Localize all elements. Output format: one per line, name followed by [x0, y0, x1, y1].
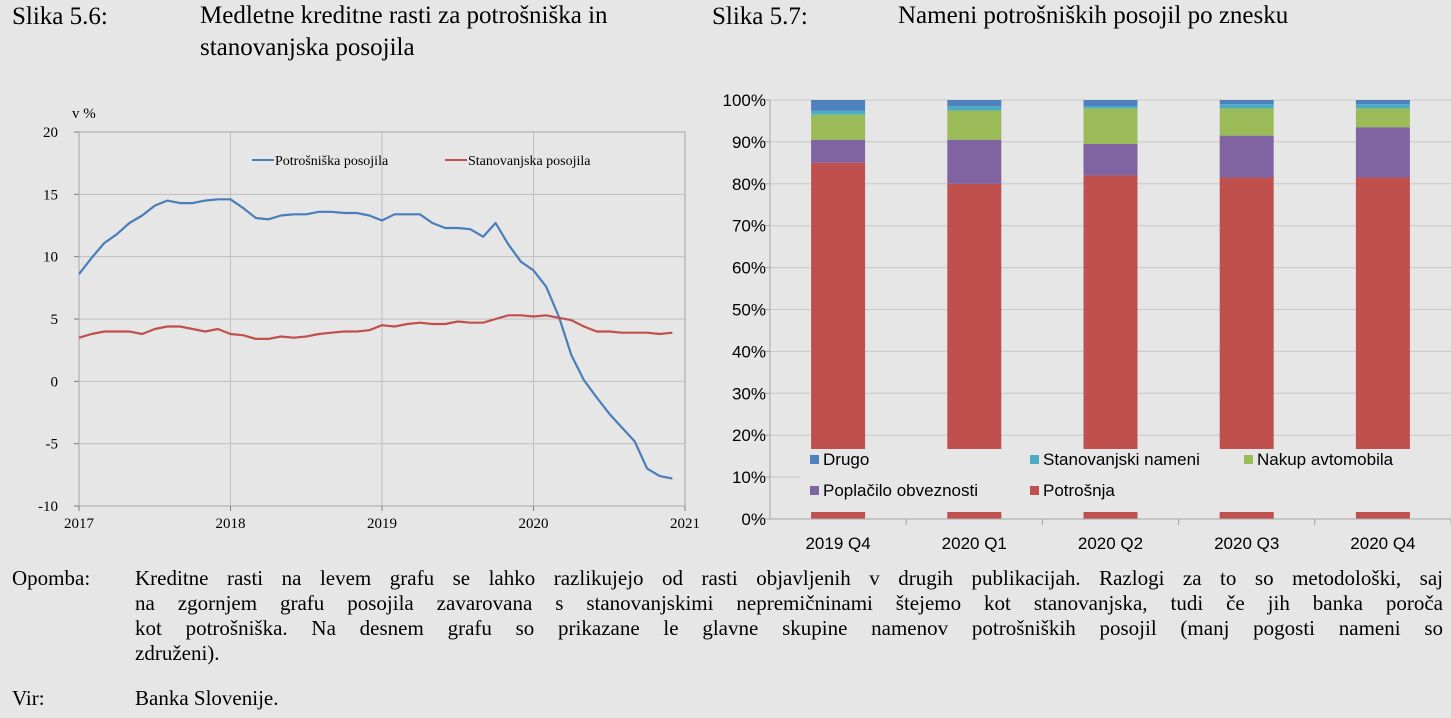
bar-segment — [1355, 104, 1410, 109]
legend-label: Potrošniška posojila — [275, 154, 389, 169]
right-figure-label: Slika 5.7: — [712, 3, 808, 30]
legend-label: Poplačilo obveznosti — [823, 481, 978, 500]
x-axis: 2017 2018 2019 2020 2021 — [64, 506, 700, 532]
y-tick-label: 70% — [732, 217, 766, 236]
bar-segment — [811, 110, 866, 115]
left-figure-title: Medletne kreditne rasti za potrošniška i… — [200, 0, 608, 64]
note-line: združeni). — [135, 641, 220, 665]
y-axis: 20 15 10 5 0 -5 -10 — [38, 125, 79, 515]
y-tick-label: 15 — [43, 187, 58, 203]
note-label: Opomba: — [12, 566, 91, 590]
x-tick-label: 2019 — [367, 516, 397, 532]
y-tick-label: 20 — [43, 125, 58, 141]
bar-segment — [1219, 100, 1274, 105]
y-tick-label: 80% — [732, 175, 766, 194]
note-line: Kreditne rasti na levem grafu se lahko r… — [135, 566, 1443, 590]
y-tick-label: 60% — [732, 259, 766, 278]
bar-segment — [1355, 108, 1410, 128]
legend-background — [800, 449, 1451, 512]
left-figure-label: Slika 5.6: — [12, 3, 108, 30]
x-tick-label: 2020 Q3 — [1214, 534, 1279, 553]
stacked-bar-chart: 0% 10% 20% 30% 40% 50% 60% 70% 80% 90% 100% 2019 Q… — [723, 91, 1451, 553]
bar-segment — [1355, 100, 1410, 105]
y-tick-label: 10 — [43, 250, 58, 266]
note-block: Opomba: Kreditne rasti na levem grafu se… — [0, 566, 1451, 672]
y-tick-label: 10% — [732, 468, 766, 487]
legend-label: Stanovanjski nameni — [1043, 450, 1200, 469]
bar-segment — [947, 106, 1002, 111]
legend-label: Drugo — [823, 450, 869, 469]
bar-segment — [947, 100, 1002, 107]
y-axis: 0% 10% 20% 30% 40% 50% 60% 70% 80% 90% 100% — [723, 91, 771, 529]
bar-segment — [1083, 106, 1138, 109]
legend-swatch — [1244, 455, 1253, 464]
left-figure-title-line1: Medletne kreditne rasti za potrošniška i… — [200, 2, 608, 29]
source-label: Vir: — [12, 686, 45, 710]
series-line-potrosniska — [78, 198, 673, 480]
legend-label: Stanovanjska posojila — [468, 154, 591, 169]
bar-segment — [947, 139, 1002, 184]
x-tick-label: 2020 Q4 — [1350, 534, 1415, 553]
source-text: Banka Slovenije. — [135, 686, 279, 710]
gridlines — [79, 132, 685, 506]
legend-label: Potrošnja — [1043, 481, 1115, 500]
bar-segment — [1083, 108, 1138, 144]
bar-segment — [1355, 127, 1410, 178]
x-tick-label: 2020 Q2 — [1078, 534, 1143, 553]
legend: Potrošniška posojila Stanovanjska posojil… — [252, 154, 591, 169]
y-tick-label: 0 — [51, 374, 59, 390]
note-line: kot potrošniška. Na desnem grafu so prik… — [135, 616, 1443, 640]
note-text: Kreditne rasti na levem grafu se lahko r… — [135, 566, 1443, 666]
y-tick-label: 40% — [732, 342, 766, 361]
legend-swatch — [810, 486, 819, 495]
legend-label: Nakup avtomobila — [1257, 450, 1394, 469]
bar-segment — [1219, 135, 1274, 178]
legend: Drugo Stanovanjski nameni Nakup avtomobila… — [800, 449, 1451, 512]
bar-segment — [1219, 108, 1274, 136]
line-chart: 20 15 10 5 0 -5 -10 2017 2018 2019 2020 2021 v % P… — [38, 106, 700, 532]
x-tick-label: 2020 Q1 — [942, 534, 1007, 553]
y-axis-label: v % — [72, 106, 96, 122]
x-tick-label: 2018 — [216, 516, 246, 532]
x-tick-label: 2019 Q4 — [805, 534, 870, 553]
bar-segment — [1219, 104, 1274, 109]
y-tick-label: 0% — [741, 510, 766, 529]
bar-segment — [811, 114, 866, 140]
bar-segment — [811, 100, 866, 111]
y-tick-label: 100% — [723, 91, 766, 110]
left-figure-title-line2: stanovanjska posojila — [200, 34, 415, 61]
y-tick-label: 20% — [732, 426, 766, 445]
legend-swatch — [1030, 486, 1039, 495]
y-tick-label: 5 — [51, 312, 59, 328]
y-tick-label: -10 — [38, 499, 58, 515]
bar-segment — [1083, 100, 1138, 107]
source-block: Vir: Banka Slovenije. — [0, 686, 1451, 712]
x-tick-label: 2017 — [64, 516, 95, 532]
series-lines — [78, 198, 673, 480]
right-figure-title: Nameni potrošniških posojil po znesku — [898, 2, 1289, 29]
y-tick-label: 50% — [732, 301, 766, 320]
y-tick-label: -5 — [46, 437, 59, 453]
y-tick-label: 30% — [732, 384, 766, 403]
series-line-stanovanjska — [78, 314, 673, 340]
legend-swatch — [810, 455, 819, 464]
x-tick-label: 2020 — [519, 516, 549, 532]
x-tick-label: 2021 — [670, 516, 700, 532]
bar-segment — [811, 139, 866, 163]
bar-segment — [947, 110, 1002, 140]
y-tick-label: 90% — [732, 133, 766, 152]
x-axis: 2019 Q4 2020 Q1 2020 Q2 2020 Q3 2020 Q4 — [770, 518, 1451, 553]
legend-swatch — [1030, 455, 1039, 464]
note-line: na zgornjem grafu posojila zavarovana s … — [135, 591, 1443, 615]
bar-segment — [1083, 143, 1138, 176]
